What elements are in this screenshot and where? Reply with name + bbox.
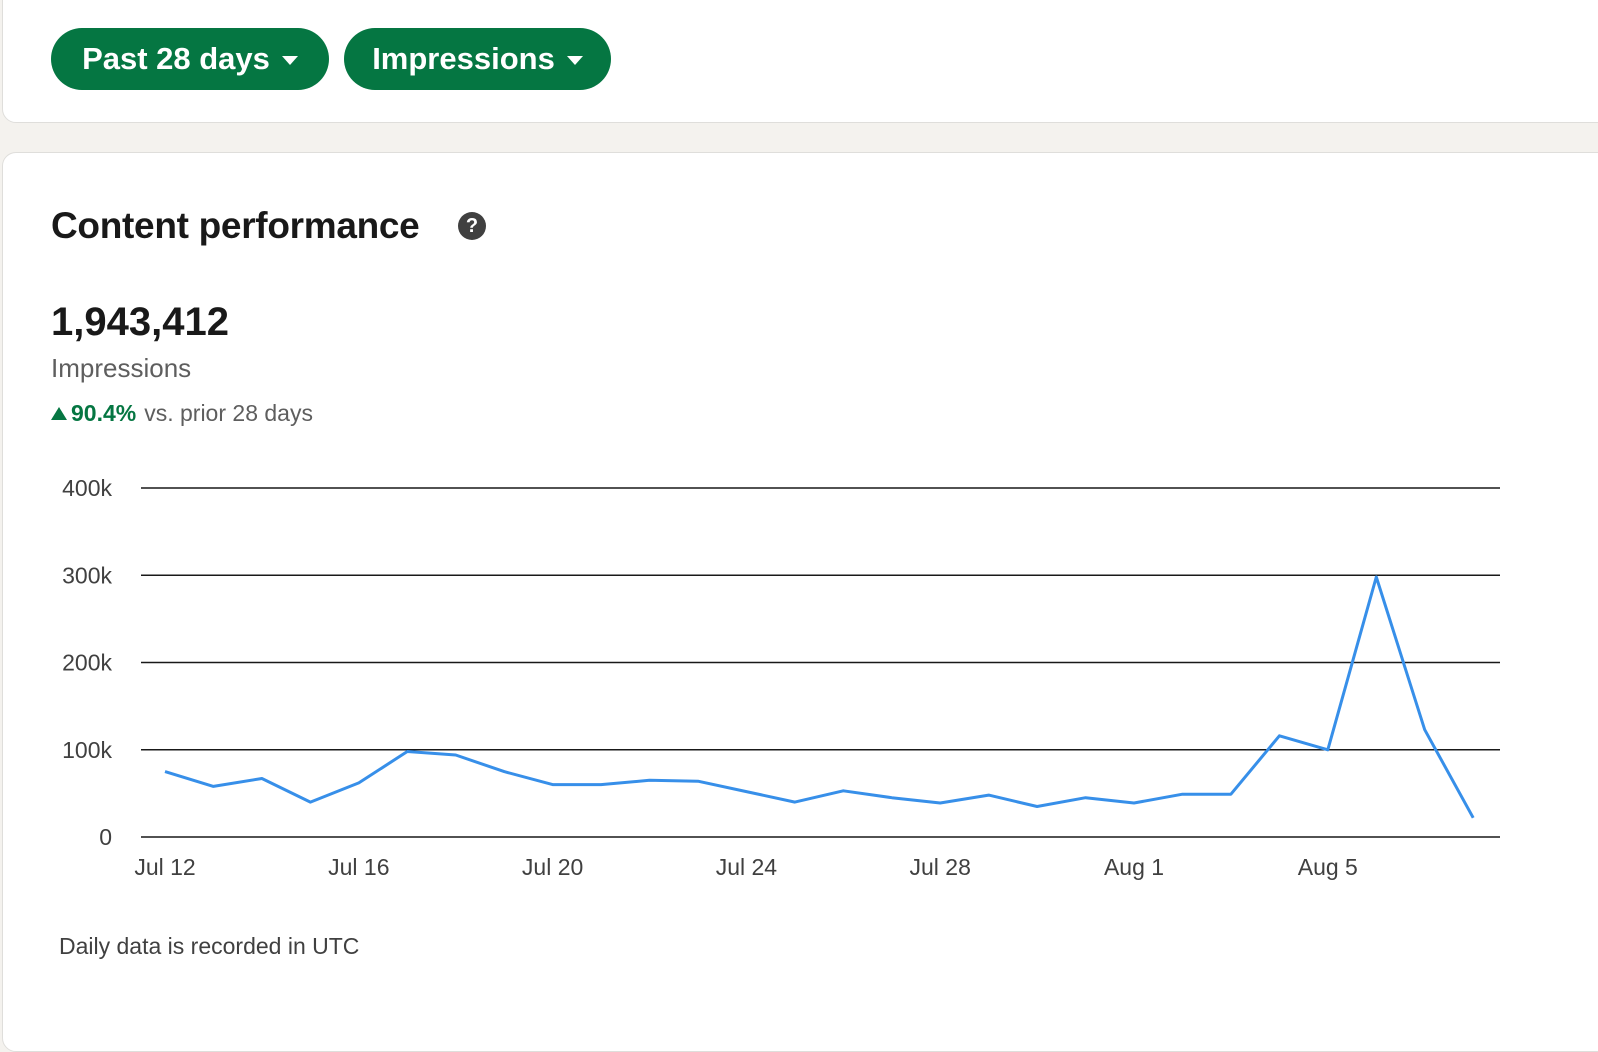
x-tick-label: Jul 24 [716,854,778,880]
data-point[interactable] [593,777,609,793]
x-tick-label: Jul 28 [910,854,971,880]
question-circle-icon[interactable]: ? [458,212,486,240]
data-point[interactable] [884,790,900,806]
y-tick-label: 300k [62,562,112,588]
data-point[interactable] [1078,790,1094,806]
data-point[interactable] [1465,810,1481,826]
data-point[interactable] [690,773,706,789]
metric-label: Impressions [51,353,192,383]
up-arrow-icon [51,407,67,420]
data-point[interactable] [157,764,173,780]
data-point[interactable] [496,764,512,780]
y-tick-label: 400k [62,475,112,501]
footnote: Daily data is recorded in UTC [59,933,360,959]
impressions-line-chart: 0 100k 200k 300k 400k Jul 12 Jul 16 Jul 20 Jul 2… [62,475,1500,880]
data-point[interactable] [545,777,561,793]
caret-down-icon [566,55,583,65]
data-point[interactable] [1368,569,1384,585]
impressions-series-line [164,575,1475,819]
data-point[interactable] [1174,786,1190,802]
data-point[interactable] [302,794,318,810]
x-tick-label: Aug 5 [1298,854,1358,880]
change-text: vs. prior 28 days [144,400,313,426]
metric-dropdown[interactable]: Impressions [344,28,611,90]
data-point[interactable] [642,772,658,788]
data-point[interactable] [1223,786,1239,802]
data-point[interactable] [932,795,948,811]
data-point[interactable] [399,743,415,759]
data-point[interactable] [835,783,851,799]
data-point[interactable] [1417,722,1433,738]
total-impressions: 1,943,412 [51,300,229,344]
data-point[interactable] [1320,742,1336,758]
data-point[interactable] [1271,728,1287,744]
date-range-label: Past 28 days [82,41,270,76]
content-performance-card [2,152,1598,1052]
data-point[interactable] [787,794,803,810]
data-point[interactable] [1126,795,1142,811]
y-tick-label: 0 [99,824,112,850]
metric-dropdown-label: Impressions [372,41,555,76]
change-indicator: 90.4% vs. prior 28 days [51,400,313,427]
x-tick-label: Aug 1 [1104,854,1164,880]
data-point[interactable] [448,747,464,763]
x-tick-label: Jul 12 [134,854,195,880]
data-point[interactable] [254,771,270,787]
data-point[interactable] [981,787,997,803]
section-title: Content performance [51,205,420,246]
y-tick-label: 100k [62,737,112,763]
caret-down-icon [281,55,298,65]
y-tick-label: 200k [62,650,112,676]
data-point[interactable] [205,778,221,794]
change-value: 90.4% [71,400,137,426]
x-tick-label: Jul 20 [522,854,583,880]
data-point[interactable] [1029,798,1045,814]
date-range-dropdown[interactable]: Past 28 days [51,28,329,90]
data-point[interactable] [738,784,754,800]
data-point[interactable] [351,775,367,791]
x-tick-label: Jul 16 [328,854,389,880]
